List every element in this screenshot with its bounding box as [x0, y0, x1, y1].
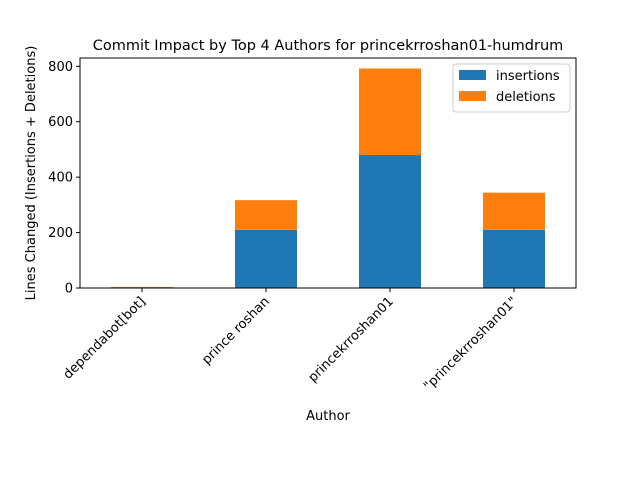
legend-label-deletions: deletions — [496, 90, 556, 105]
y-tick-label: 0 — [65, 282, 73, 297]
x-tick-label: dependabot[bot] — [61, 294, 149, 382]
x-tick-label: prince roshan — [199, 294, 273, 368]
bar-deletions-1 — [235, 200, 297, 230]
x-tick-label: "princekrroshan01" — [421, 294, 521, 394]
bar-insertions-1 — [235, 229, 297, 288]
bar-deletions-2 — [359, 68, 421, 155]
legend-swatch-deletions — [459, 91, 486, 101]
bar-insertions-2 — [359, 154, 421, 288]
legend: insertions deletions — [452, 63, 571, 113]
y-tick-label: 600 — [48, 115, 73, 130]
plot-frame — [79, 57, 577, 289]
y-tick-label: 400 — [48, 171, 73, 186]
bars-group — [111, 68, 545, 288]
chart-title: Commit Impact by Top 4 Authors for princ… — [93, 38, 564, 54]
legend-label-insertions: insertions — [496, 69, 560, 84]
legend-swatch-insertions — [459, 70, 486, 80]
bar-deletions-3 — [483, 192, 545, 230]
y-tick-label: 200 — [48, 226, 73, 241]
bar-deletions-0 — [111, 286, 173, 288]
bar-insertions-3 — [483, 229, 545, 288]
x-axis-label: Author — [306, 409, 350, 424]
y-tick-label: 800 — [48, 60, 73, 75]
x-tick-label: princekrroshan01 — [306, 294, 397, 385]
y-axis-label: Lines Changed (Insertions + Deletions) — [24, 46, 39, 301]
x-axis-ticks: dependabot[bot] prince roshan princekrrosh… — [61, 288, 521, 394]
y-axis-ticks: 0 200 400 600 800 — [48, 60, 80, 297]
